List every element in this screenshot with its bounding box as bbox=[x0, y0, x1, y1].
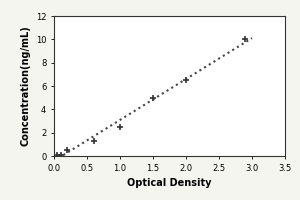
X-axis label: Optical Density: Optical Density bbox=[127, 178, 212, 188]
Y-axis label: Concentration(ng/mL): Concentration(ng/mL) bbox=[20, 26, 30, 146]
